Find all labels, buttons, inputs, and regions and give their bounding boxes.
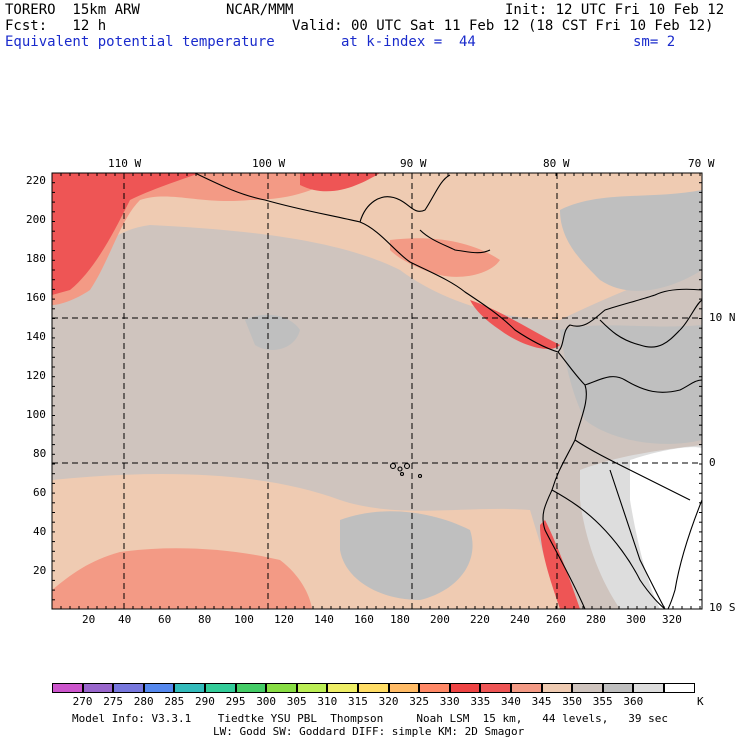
colorbar-swatch (602, 683, 634, 693)
model-name: TORERO 15km ARW (5, 2, 140, 18)
lat-label-10n: 10 N (709, 311, 736, 324)
colorbar-swatch (664, 683, 695, 693)
y-tick: 100 (26, 408, 46, 421)
colorbar-label: 340 (501, 695, 521, 708)
x-tick: 240 (510, 613, 530, 626)
x-tick: 80 (198, 613, 212, 626)
colorbar-swatch (388, 683, 420, 693)
x-tick: 260 (546, 613, 566, 626)
lon-label-100w: 100 W (252, 157, 286, 170)
colorbar-label: 330 (439, 695, 460, 708)
x-tick: 220 (470, 613, 490, 626)
colorbar-swatch (480, 683, 511, 693)
physics-info: LW: Godd SW: Goddard DIFF: simple KM: 2D… (213, 725, 525, 738)
valid-time: Valid: 00 UTC Sat 11 Feb 12 (18 CST Fri … (292, 18, 714, 34)
colorbar-swatch (449, 683, 481, 693)
y-tick: 20 (33, 564, 47, 577)
colorbar-label: 305 (286, 695, 307, 708)
lon-label-80w: 80 W (543, 157, 570, 170)
colorbar-swatch (82, 683, 114, 693)
lat-label-0: 0 (709, 456, 716, 469)
lon-label-70w: 70 W (688, 157, 715, 170)
colorbar-label: 270 (72, 695, 93, 708)
colorbar-swatch (419, 683, 450, 693)
colorbar-swatch (143, 683, 175, 693)
colorbar-label: 290 (195, 695, 215, 708)
lon-label-110w: 110 W (108, 157, 142, 170)
lon-label-90w: 90 W (400, 157, 427, 170)
level-index: at k-index = 44 (341, 34, 476, 50)
y-tick: 220 (26, 174, 46, 187)
theta-e-field (52, 173, 702, 609)
y-tick: 140 (26, 330, 46, 343)
colorbar-swatch (296, 683, 328, 693)
colorbar-label: 350 (562, 695, 583, 708)
x-tick: 140 (314, 613, 334, 626)
colorbar-swatch (511, 683, 542, 693)
colorbar-swatch (327, 683, 358, 693)
colorbar-label: 280 (133, 695, 154, 708)
forecast-hour: Fcst: 12 h (5, 18, 107, 34)
coastlines (194, 173, 702, 609)
x-tick: 200 (430, 613, 450, 626)
colorbar-unit: K (697, 695, 704, 708)
smoothing: sm= 2 (633, 34, 676, 50)
colorbar-label: 320 (378, 695, 399, 708)
colorbar-label: 315 (348, 695, 368, 708)
x-tick: 20 (82, 613, 96, 626)
x-tick: 120 (274, 613, 294, 626)
x-tick: 280 (586, 613, 606, 626)
colorbar-swatch (572, 683, 603, 693)
y-tick: 200 (26, 213, 46, 226)
colorbar-label: 275 (103, 695, 124, 708)
y-tick: 160 (26, 291, 46, 304)
colorbar-label: 285 (164, 695, 185, 708)
y-tick: 120 (26, 369, 46, 382)
colorbar-swatch (174, 683, 205, 693)
lat-label-10s: 10 S (709, 601, 736, 614)
x-tick: 160 (354, 613, 374, 626)
gridlines (52, 173, 702, 609)
x-tick: 320 (662, 613, 682, 626)
colorbar-label: 335 (470, 695, 491, 708)
colorbar-label: 300 (256, 695, 277, 708)
colorbar-swatch (633, 683, 664, 693)
init-time: Init: 12 UTC Fri 10 Feb 12 (505, 2, 725, 18)
x-tick: 300 (626, 613, 646, 626)
colorbar-label: 355 (592, 695, 613, 708)
colorbar-label: 345 (531, 695, 552, 708)
colorbar-label: 310 (317, 695, 338, 708)
colorbar-label: 295 (225, 695, 246, 708)
colorbar-swatch (205, 683, 236, 693)
colorbar-label: 325 (409, 695, 430, 708)
field-name: Equivalent potential temperature (5, 34, 275, 50)
y-tick: 180 (26, 252, 46, 265)
y-tick: 60 (33, 486, 47, 499)
colorbar-label: 360 (623, 695, 644, 708)
x-tick: 180 (390, 613, 410, 626)
colorbar-swatch (541, 683, 573, 693)
x-tick: 40 (118, 613, 132, 626)
colorbar-swatch (266, 683, 297, 693)
colorbar-swatch (358, 683, 389, 693)
plot-frame (51, 172, 703, 610)
x-tick: 60 (158, 613, 172, 626)
colorbar-swatch (235, 683, 267, 693)
colorbar-swatch (113, 683, 144, 693)
y-tick: 80 (33, 447, 47, 460)
organization: NCAR/MMM (226, 2, 294, 18)
x-tick: 100 (234, 613, 254, 626)
colorbar-swatch (52, 683, 83, 693)
model-info: Model Info: V3.3.1 Tiedtke YSU PBL Thomp… (72, 712, 669, 725)
y-tick: 40 (33, 525, 47, 538)
